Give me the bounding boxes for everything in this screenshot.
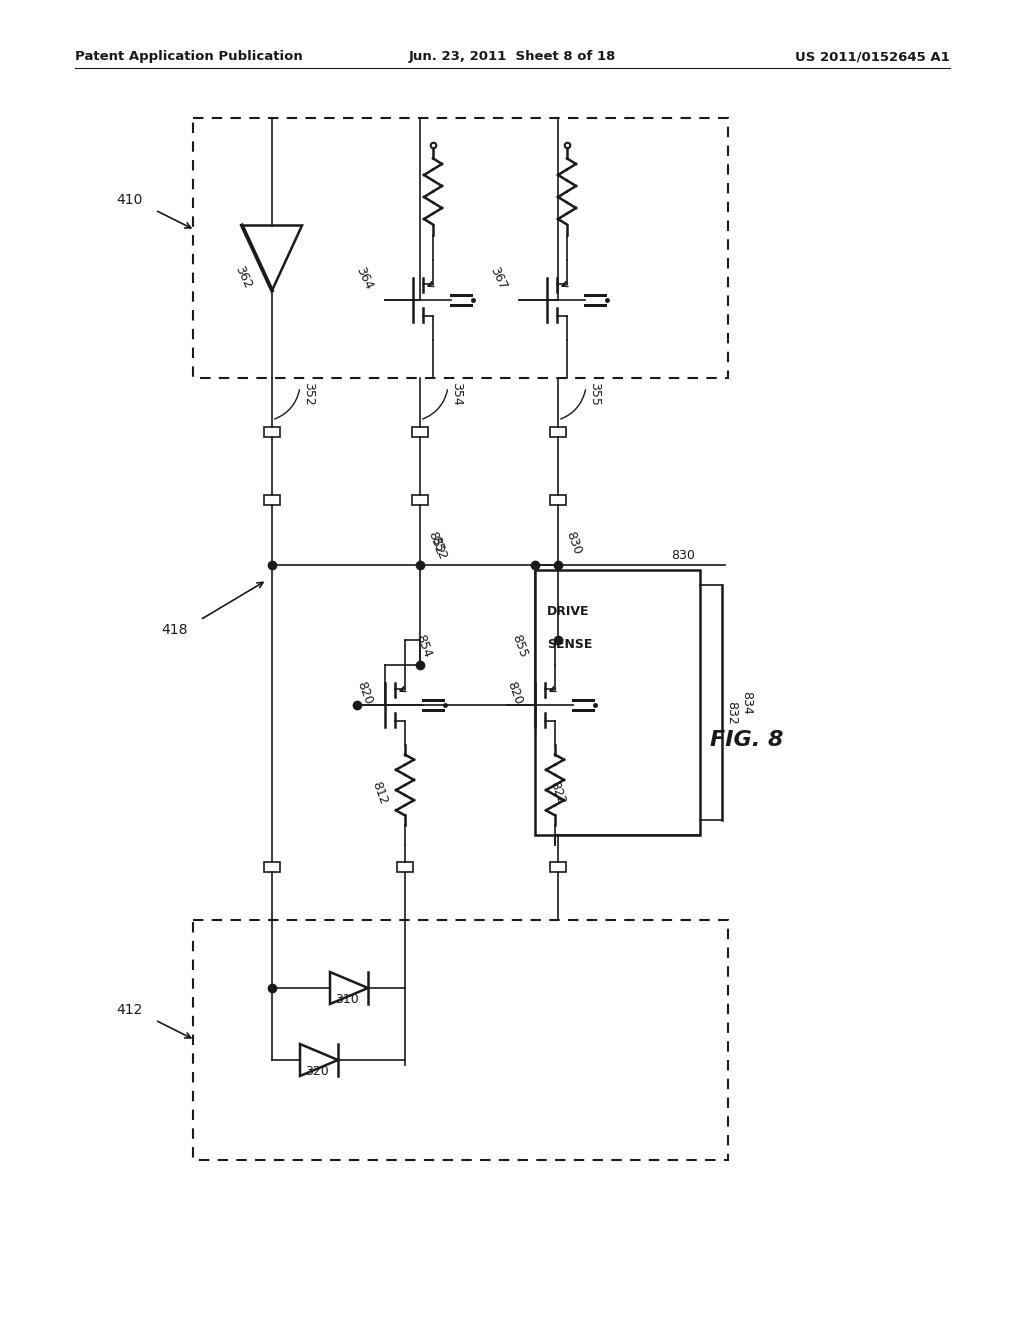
Text: 830: 830 bbox=[563, 531, 584, 557]
Text: 854: 854 bbox=[413, 634, 433, 660]
Text: 362: 362 bbox=[232, 264, 254, 290]
Text: 354: 354 bbox=[450, 381, 463, 405]
Text: 830: 830 bbox=[671, 549, 695, 562]
Text: 822: 822 bbox=[547, 780, 567, 807]
Text: 820: 820 bbox=[505, 680, 525, 708]
Text: 310: 310 bbox=[335, 993, 358, 1006]
Text: 352: 352 bbox=[302, 381, 315, 405]
Text: DRIVE: DRIVE bbox=[547, 605, 590, 618]
Text: 355: 355 bbox=[588, 381, 601, 405]
Text: 832: 832 bbox=[725, 701, 738, 725]
Text: 418: 418 bbox=[162, 623, 188, 638]
Text: FIG. 8: FIG. 8 bbox=[710, 730, 783, 750]
Text: 412: 412 bbox=[117, 1003, 143, 1016]
Text: Patent Application Publication: Patent Application Publication bbox=[75, 50, 303, 63]
Text: Jun. 23, 2011  Sheet 8 of 18: Jun. 23, 2011 Sheet 8 of 18 bbox=[409, 50, 615, 63]
Text: 834: 834 bbox=[740, 690, 753, 714]
Text: 410: 410 bbox=[117, 193, 143, 207]
Text: 320: 320 bbox=[305, 1065, 329, 1078]
Text: 812: 812 bbox=[370, 780, 390, 807]
Text: US 2011/0152645 A1: US 2011/0152645 A1 bbox=[796, 50, 950, 63]
Text: SENSE: SENSE bbox=[547, 638, 592, 651]
Text: 852: 852 bbox=[428, 535, 449, 562]
Text: 852: 852 bbox=[425, 531, 445, 557]
Text: 364: 364 bbox=[353, 265, 375, 292]
Text: 820: 820 bbox=[354, 680, 375, 708]
Text: 855: 855 bbox=[510, 634, 530, 660]
Text: 367: 367 bbox=[487, 265, 509, 292]
